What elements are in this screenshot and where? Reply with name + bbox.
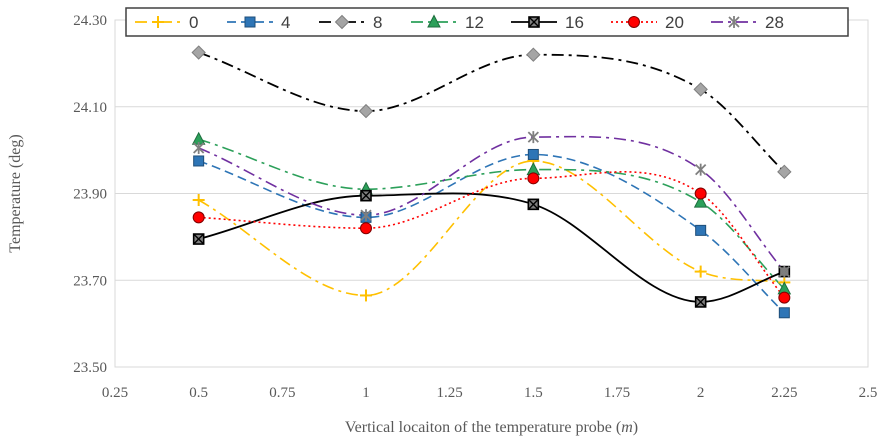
x-tick-label: 1.5	[524, 385, 543, 401]
legend-label: 16	[565, 13, 584, 32]
legend-label: 4	[281, 13, 290, 32]
series-markers	[191, 45, 792, 319]
legend-marker-20	[628, 16, 640, 28]
x-tick-label: 0.75	[269, 385, 295, 401]
y-tick-label: 23.70	[73, 273, 107, 289]
data-point-0-3	[694, 265, 707, 278]
data-point-20-3	[694, 187, 707, 200]
legend-item-20: 20	[611, 13, 684, 32]
legend-item-16: 16	[511, 13, 584, 32]
series-line-4	[198, 153, 785, 314]
data-point-8-2	[526, 47, 541, 62]
legend-label: 28	[765, 13, 784, 32]
x-tick-label: 2.25	[771, 385, 797, 401]
legend-marker-8	[334, 14, 350, 30]
data-point-28-3	[695, 163, 707, 176]
x-axis-title-unit: m	[621, 419, 633, 436]
legend: 0 4 8 12 16 20 28	[125, 7, 849, 37]
data-point-12-3	[693, 194, 708, 208]
y-tick-label: 23.90	[73, 187, 107, 203]
legend-marker-0	[152, 16, 164, 28]
data-point-8-4	[777, 164, 792, 180]
data-point-0-1	[360, 289, 372, 302]
series-line-12	[198, 138, 785, 290]
data-point-20-0	[192, 211, 205, 224]
legend-item-12: 12	[411, 13, 484, 32]
x-tick-label: 2	[697, 385, 705, 401]
data-point-4-2	[527, 148, 539, 160]
legend-item-0: 0	[135, 13, 198, 32]
data-point-4-4	[778, 307, 790, 319]
data-point-0-0	[192, 194, 205, 207]
y-tick-label: 24.10	[73, 100, 107, 116]
legend-marker-4	[244, 16, 256, 28]
series-line-8	[198, 51, 785, 173]
y-axis-title: Temperature (deg)	[7, 134, 24, 252]
data-point-28-4	[778, 265, 790, 278]
legend-item-4: 4	[227, 13, 290, 32]
x-axis-title: Vertical locaiton of the temperature pro…	[345, 419, 638, 436]
y-tick-label: 23.50	[73, 360, 107, 376]
data-point-8-3	[693, 82, 708, 97]
legend-label: 0	[189, 13, 198, 32]
data-point-20-2	[527, 172, 540, 185]
legend-marker-16	[528, 16, 540, 28]
x-axis-title-close: )	[633, 419, 638, 436]
x-tick-label: 1	[362, 385, 370, 401]
legend-item-8: 8	[319, 13, 382, 32]
x-tick-label: 2.5	[859, 385, 878, 401]
x-tick-label: 0.5	[189, 385, 208, 401]
data-point-16-3	[694, 296, 707, 308]
legend-label: 8	[373, 13, 382, 32]
data-point-20-4	[778, 291, 791, 304]
data-point-4-0	[193, 155, 205, 167]
data-point-16-2	[527, 198, 540, 211]
legend-marker-28	[728, 16, 740, 28]
x-tick-labels: 0.25 0.5 0.75 1 1.25 1.5 1.75 2 2.25 2.5	[102, 385, 878, 401]
x-axis-title-text: Vertical locaiton of the temperature pro…	[345, 419, 621, 436]
x-tick-label: 0.25	[102, 385, 128, 401]
series-line-28	[198, 135, 785, 273]
data-point-8-0	[191, 45, 206, 60]
legend-item-28: 28	[711, 13, 784, 32]
legend-label: 12	[465, 13, 484, 32]
data-point-8-1	[358, 103, 374, 119]
gridlines	[115, 19, 868, 368]
data-point-28-2	[527, 131, 539, 144]
y-tick-labels: 23.50 23.70 23.90 24.10 24.30	[73, 13, 107, 376]
legend-marker-12	[427, 14, 441, 28]
x-tick-label: 1.75	[604, 385, 630, 401]
data-point-16-0	[192, 233, 205, 245]
data-point-16-1	[360, 189, 372, 202]
x-tick-label: 1.25	[437, 385, 463, 401]
data-point-20-1	[360, 222, 372, 235]
data-point-4-3	[695, 224, 707, 236]
data-point-28-0	[193, 141, 205, 154]
legend-label: 20	[665, 13, 684, 32]
series-line-16	[198, 192, 785, 303]
series-line-0	[198, 160, 785, 297]
data-point-28-1	[360, 209, 372, 222]
y-tick-label: 24.30	[73, 13, 107, 29]
